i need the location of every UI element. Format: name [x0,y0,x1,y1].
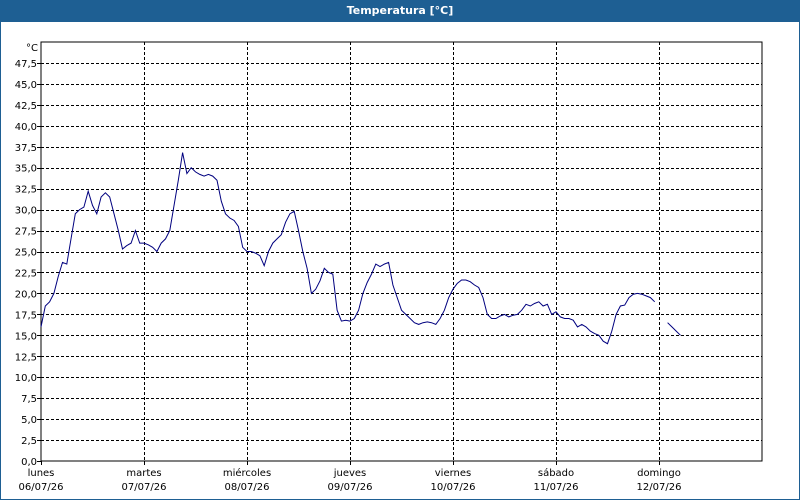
y-tick-label: 20,0 [15,289,37,300]
temperature-chart: 0,0 2,5 5,0 7,5 10,0 12,5 15,0 17,5 20,0 22,5 25,0… [15,41,763,493]
y-tick-label: 37,5 [15,143,37,154]
x-tick-day-label: martes [126,468,161,479]
y-tick-label: 32,5 [15,185,37,196]
x-tick-day-label: viernes [435,468,471,479]
x-tick-date-label: 07/07/26 [122,482,167,493]
y-tick-label: 47,5 [15,59,37,70]
temperature-line-segment [40,152,656,345]
y-tick-label: 17,5 [15,310,37,321]
y-axis-tick-labels: 0,0 2,5 5,0 7,5 10,0 12,5 15,0 17,5 20,0 22,5 25,0… [15,59,37,468]
x-tick-day-label: miércoles [223,467,271,479]
y-tick-label: 12,5 [15,352,37,363]
y-tick-label: 0,0 [21,457,37,468]
x-tick-day-label: jueves [333,468,367,479]
y-tick-label: 10,0 [15,373,37,384]
y-axis-unit-label: °C [26,43,38,54]
y-tick-label: 40,0 [15,122,37,133]
y-tick-label: 7,5 [21,394,37,405]
y-tick-label: 15,0 [15,331,37,342]
x-tick-date-label: 11/07/26 [534,482,579,493]
y-tick-label: 22,5 [15,268,37,279]
x-tick-day-label: lunes [28,468,55,479]
plot-area [40,41,763,462]
y-tick-label: 42,5 [15,101,37,112]
x-axis-tick-labels: lunes 06/07/26 martes 07/07/26 miércoles 08/0… [19,467,682,493]
x-tick-day-label: domingo [637,468,681,479]
x-tick-date-label: 10/07/26 [431,482,476,493]
y-tick-label: 25,0 [15,248,37,259]
x-tick-date-label: 06/07/26 [19,482,64,493]
x-tick-date-label: 08/07/26 [225,482,270,493]
y-tick-label: 30,0 [15,206,37,217]
y-tick-label: 5,0 [21,415,37,426]
x-tick-date-label: 09/07/26 [328,482,373,493]
y-tick-label: 27,5 [15,227,37,238]
x-tick-date-label: 12/07/26 [637,482,682,493]
window-title: Temperatura [°C] [1,1,799,22]
y-tick-label: 45,0 [15,80,37,91]
x-tick-day-label: sábado [538,467,574,479]
y-tick-label: 35,0 [15,164,37,175]
temperature-series [40,152,681,345]
y-tick-label: 2,5 [21,436,37,447]
temperature-line-segment [667,322,681,336]
grid-lines [37,42,762,465]
